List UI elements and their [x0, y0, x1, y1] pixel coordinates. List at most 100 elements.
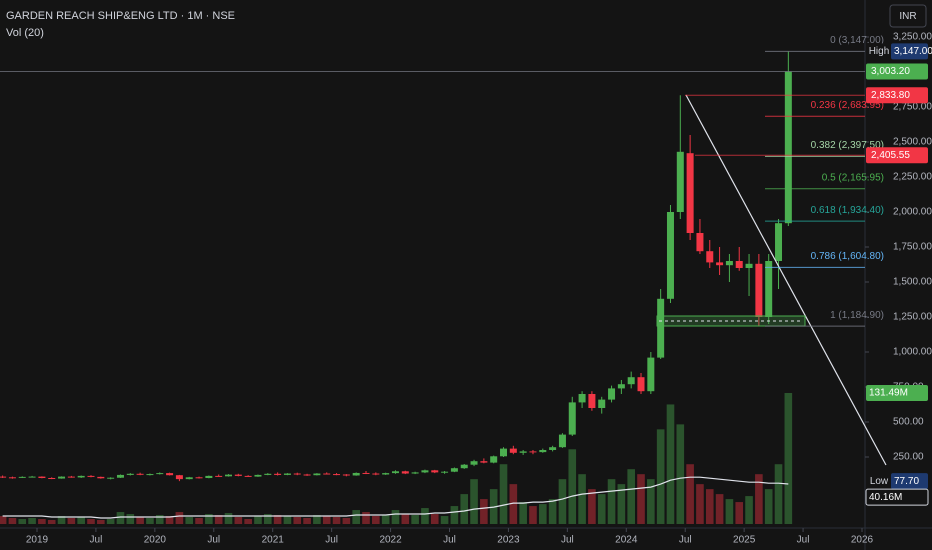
candle-body — [578, 394, 586, 403]
volume-bar — [686, 464, 694, 524]
volume-bar — [745, 496, 753, 524]
price-tag — [866, 147, 928, 164]
volume-tag-label: 131.49M — [869, 388, 908, 399]
candle-body — [391, 471, 399, 474]
volume-bar — [273, 515, 282, 524]
volume-bar — [470, 479, 478, 524]
x-tick-label: Jul — [797, 535, 810, 546]
price-tag — [866, 87, 928, 104]
trend-line — [685, 94, 887, 466]
candle-body — [28, 476, 36, 478]
candle-body — [421, 470, 429, 473]
fib-label: 1 (1,184.90) — [830, 310, 884, 321]
candle-body — [372, 473, 380, 475]
x-tick-label: Jul — [325, 535, 338, 546]
candle-body — [745, 263, 753, 269]
candle-body — [293, 473, 301, 475]
fib-label: 0.236 (2,683.95) — [811, 100, 884, 111]
candle-body — [431, 470, 439, 473]
volume-bar — [97, 520, 105, 524]
candle-body — [735, 261, 743, 269]
price-tag-label: 3,003.20 — [871, 66, 910, 77]
volume-bar — [421, 508, 429, 524]
volume-bar — [705, 489, 714, 524]
volume-bar — [735, 502, 744, 524]
x-tick-label: 2026 — [851, 535, 874, 546]
candle-body — [48, 478, 56, 480]
volume-bar — [578, 474, 586, 524]
candle-body — [647, 357, 655, 392]
volume-bar — [430, 514, 439, 524]
candle-body — [598, 399, 606, 409]
y-tick-label: 1,750.00 — [893, 242, 932, 253]
volume-bar — [155, 515, 164, 524]
x-tick-label: 2023 — [497, 535, 520, 546]
candle-body — [175, 475, 183, 480]
volume-bar — [548, 499, 557, 524]
candle-body — [725, 261, 733, 266]
volume-bar — [519, 502, 527, 524]
candle-body — [549, 447, 557, 451]
volume-bar — [175, 512, 184, 524]
volume-bar — [529, 506, 537, 524]
volume-bar — [205, 514, 213, 524]
y-tick-label: 1,250.00 — [893, 312, 932, 323]
volume-bar — [185, 517, 194, 524]
y-tick-label: 3,250.00 — [893, 32, 932, 43]
candle-body — [18, 476, 26, 478]
candle-body — [234, 474, 242, 476]
candle-body — [568, 402, 576, 435]
volume-bar — [195, 518, 203, 524]
volume-bar — [214, 515, 223, 524]
candle-body — [784, 71, 792, 224]
volume-bar — [87, 519, 95, 524]
candle-body — [166, 473, 174, 476]
candle-body — [107, 477, 115, 479]
volume-bar — [607, 479, 616, 524]
price-tag-label: 3,147.00 — [894, 46, 932, 57]
candle-body — [352, 472, 360, 476]
candle-body — [254, 474, 262, 477]
y-tick-label: 1,000.00 — [893, 347, 932, 358]
volume-bar — [450, 506, 459, 524]
candle-body — [333, 474, 341, 476]
candle-body — [215, 475, 223, 477]
candle-body — [666, 212, 674, 299]
volume-bar — [617, 484, 626, 524]
candle-body — [156, 473, 164, 475]
volume-bar — [0, 516, 7, 524]
candle-body — [0, 476, 7, 478]
currency-label[interactable]: INR — [899, 11, 916, 22]
candle-body — [244, 475, 252, 477]
price-tag-label: 2,833.80 — [871, 90, 910, 101]
volume-tag — [865, 488, 929, 506]
x-tick-label: 2020 — [144, 535, 167, 546]
volume-bar — [568, 449, 577, 524]
candle-body — [470, 461, 478, 465]
candle-body — [411, 472, 419, 474]
fib-label: 0.5 (2,165.95) — [822, 172, 884, 183]
candle-body — [765, 261, 773, 318]
volume-bar — [293, 517, 302, 524]
candle-body — [441, 471, 449, 473]
volume-bar — [18, 519, 27, 524]
volume-bar — [725, 499, 734, 524]
currency-button[interactable] — [889, 4, 927, 28]
volume-bar — [224, 513, 233, 524]
volume-bar — [165, 516, 174, 524]
volume-tag-label: 40.16M — [869, 492, 902, 503]
volume-bar — [313, 515, 321, 524]
volume-bar — [637, 474, 645, 524]
volume-bar — [755, 474, 763, 524]
price-tag — [891, 473, 928, 490]
price-tag-label: 77.70 — [894, 476, 919, 487]
candle-body — [362, 472, 370, 474]
candle-body — [97, 476, 105, 479]
volume-bar — [77, 517, 85, 524]
candle-body — [500, 448, 508, 457]
volume-bar — [774, 464, 783, 524]
candle-body — [637, 377, 645, 392]
volume-bar — [332, 517, 341, 524]
candle-body — [716, 262, 724, 266]
candle-body — [38, 476, 46, 479]
